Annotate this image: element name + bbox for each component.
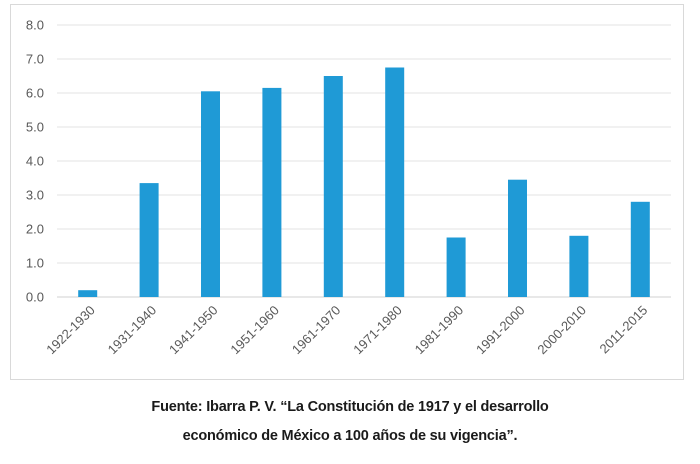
bar	[569, 235, 589, 297]
y-tick-label: 7.0	[26, 52, 44, 67]
bar	[201, 91, 220, 297]
bar	[446, 237, 466, 297]
bar	[630, 201, 650, 297]
bar	[139, 183, 159, 297]
x-tick-label: 1961-1970	[289, 303, 344, 358]
bar-chart: 0.0 1.0 2.0 3.0 4.0 5.0 6.0 7.0 8.0 1922-1930 1931…	[26, 18, 671, 358]
source-caption-line-2: económico de México a 100 años de su vig…	[182, 428, 518, 444]
bar	[385, 67, 405, 297]
y-tick-label: 8.0	[26, 18, 44, 33]
bar	[262, 87, 282, 298]
x-tick-label: 1941-1950	[166, 303, 221, 358]
bar	[508, 179, 527, 297]
x-tick-label: 1922-1930	[43, 303, 98, 358]
y-tick-label: 4.0	[26, 154, 44, 169]
x-tick-label: 1981-1990	[412, 303, 467, 358]
x-tick-label: 2000-2010	[534, 303, 589, 358]
y-tick-label: 0.0	[26, 290, 44, 305]
bar	[78, 290, 98, 297]
chart-frame	[10, 4, 684, 380]
y-tick-label: 6.0	[26, 86, 44, 101]
x-tick-label: 1971-1980	[350, 303, 405, 358]
y-tick-label: 5.0	[26, 120, 44, 135]
bar	[323, 76, 343, 297]
y-tick-label: 2.0	[26, 222, 44, 237]
x-tick-label: 1991-2000	[473, 303, 528, 358]
source-caption-line-1: Fuente: Ibarra P. V. “La Constitución de…	[151, 399, 549, 415]
y-tick-label: 1.0	[26, 256, 44, 271]
x-tick-label: 1931-1940	[105, 303, 160, 358]
y-tick-label: 3.0	[26, 188, 44, 203]
x-tick-label: 2011-2015	[597, 303, 651, 357]
x-tick-label: 1951-1960	[227, 303, 282, 358]
